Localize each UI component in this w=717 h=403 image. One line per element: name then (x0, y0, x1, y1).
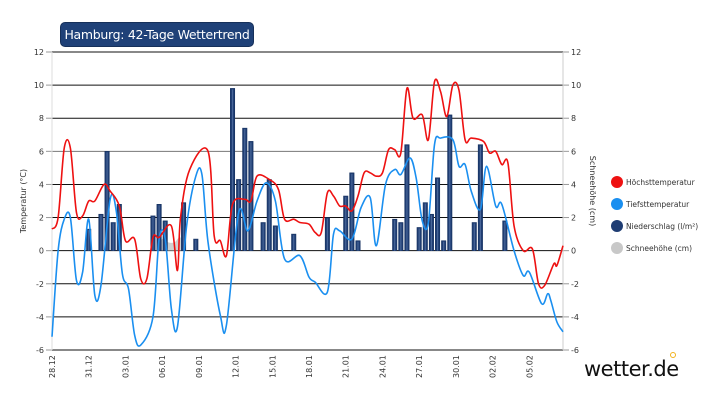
legend-label: Tiefsttemperatur (626, 199, 690, 209)
x-tick-label: 30.01 (452, 355, 461, 378)
x-tick-label: 12.01 (232, 355, 241, 378)
y2-tick-label: 2 (571, 214, 576, 223)
max-temp-line (51, 78, 564, 289)
y-tick-label: 2 (39, 214, 44, 223)
legend-swatch-icon (611, 220, 623, 232)
logo-dot-icon (670, 352, 676, 358)
precipitation-bar-highlight (443, 241, 445, 251)
precipitation-bar-highlight (152, 216, 154, 251)
y-tick-label: -2 (36, 280, 44, 289)
y2-tick-label: 6 (571, 147, 576, 156)
x-tick-label: 15.01 (268, 355, 277, 378)
precipitation-bar-highlight (112, 223, 114, 251)
precipitation-bar-highlight (244, 129, 246, 251)
y2-tick-label: 10 (571, 81, 581, 90)
y-tick-label: -4 (36, 313, 44, 322)
legend-item-snow[interactable]: Schneehöhe (cm) (611, 242, 692, 254)
x-tick-label: 09.01 (195, 355, 204, 378)
precipitation-bar-highlight (100, 215, 102, 251)
y-tick-label: 4 (39, 180, 44, 189)
legend-label: Schneehöhe (cm) (626, 243, 692, 253)
legend-item-max-temp[interactable]: Höchsttemperatur (611, 176, 695, 188)
precipitation-bar-highlight (351, 173, 353, 251)
precipitation-bar-highlight (195, 240, 197, 251)
y2-tick-label: 4 (571, 180, 576, 189)
y2-tick-label: -2 (571, 280, 579, 289)
y2-tick-label: -6 (571, 346, 579, 355)
precipitation-bar-highlight (400, 223, 402, 251)
precipitation-bar-highlight (449, 115, 451, 251)
chart-title: Hamburg: 42-Tage Wettertrend (60, 22, 254, 47)
legend-swatch-icon (611, 242, 623, 254)
wetter-de-logo: wetter.de (584, 357, 679, 381)
precipitation-bar-highlight (418, 228, 420, 251)
precipitation-bar-highlight (473, 223, 475, 251)
precipitation-bar-highlight (268, 180, 270, 251)
precipitation-bar-highlight (406, 145, 408, 251)
x-tick-label: 24.01 (378, 355, 387, 378)
precipitation-bar-highlight (106, 152, 108, 251)
precipitation-bar-highlight (479, 145, 481, 251)
precipitation-bar-highlight (394, 220, 396, 251)
precipitation-bar-highlight (158, 205, 160, 251)
legend-swatch-icon (611, 176, 623, 188)
x-tick-label: 06.01 (158, 355, 167, 378)
x-tick-label: 03.01 (121, 355, 130, 378)
precipitation-bar-highlight (274, 226, 276, 251)
legend-item-min-temp[interactable]: Tiefsttemperatur (611, 198, 689, 210)
y-tick-label: 12 (34, 48, 44, 57)
x-tick-label: 21.01 (342, 355, 351, 378)
y-tick-label: 8 (39, 114, 44, 123)
x-tick-label: 18.01 (305, 355, 314, 378)
precipitation-bar-highlight (182, 203, 185, 251)
precipitation-bar-highlight (293, 235, 295, 251)
precipitation-bar-highlight (262, 223, 264, 251)
legend-label: Höchsttemperatur (626, 177, 695, 187)
y-tick-label: 10 (34, 81, 44, 90)
x-tick-label: 02.02 (489, 355, 498, 378)
precipitation-bar-highlight (436, 178, 439, 251)
legend-label: Niederschlag (l/m²) (626, 221, 699, 231)
precipitation-bar-highlight (326, 218, 328, 251)
y-axis-label: Temperatur (°C) (19, 169, 28, 234)
y2-tick-label: 0 (571, 247, 576, 256)
y-tick-label: -6 (36, 346, 44, 355)
precipitation-bar-highlight (88, 230, 90, 251)
precipitation-bar-highlight (357, 241, 359, 251)
min-temp-line (51, 135, 564, 347)
legend-item-precipitation[interactable]: Niederschlag (l/m²) (611, 220, 698, 232)
precipitation-bar-highlight (504, 221, 506, 251)
y2-tick-label: 12 (571, 48, 581, 57)
y2-tick-label: 8 (571, 114, 576, 123)
x-tick-label: 31.12 (85, 355, 94, 378)
legend-swatch-icon (611, 198, 623, 210)
precipitation-bar-highlight (231, 89, 234, 251)
x-tick-label: 28.12 (48, 355, 57, 378)
precipitation-bar-highlight (424, 203, 426, 251)
x-tick-label: 27.01 (415, 355, 424, 378)
precipitation-bar-highlight (250, 142, 252, 251)
precipitation-bar-highlight (118, 205, 120, 251)
x-tick-label: 05.02 (525, 355, 534, 378)
precipitation-bar-highlight (345, 197, 347, 251)
y-tick-label: 0 (39, 247, 44, 256)
precipitation-bar-highlight (430, 215, 433, 251)
y2-axis-label: Schneehöhe (cm) (588, 156, 597, 226)
y-tick-label: 6 (39, 147, 44, 156)
y2-tick-label: -4 (571, 313, 579, 322)
